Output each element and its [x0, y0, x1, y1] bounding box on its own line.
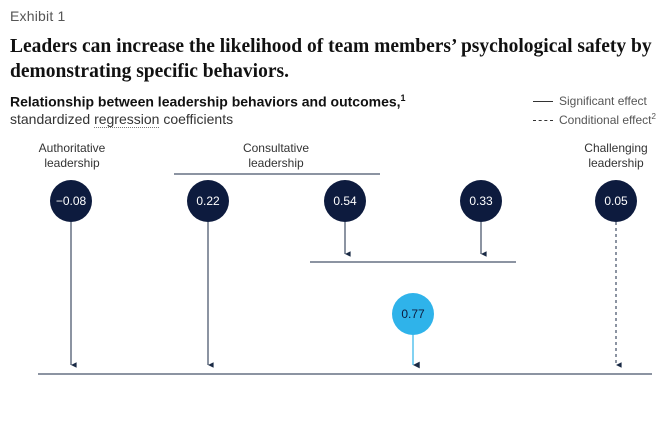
node-consultative-c: 0.33	[460, 180, 502, 222]
node-challenging-circle	[595, 180, 637, 222]
subtitle-footnote-marker: 1	[400, 93, 406, 103]
node-challenging-value: 0.05	[604, 194, 628, 208]
legend-conditional-label: Conditional effect	[559, 113, 652, 127]
units-prefix: standardized	[10, 111, 95, 127]
node-outcome: 0.77	[392, 293, 434, 335]
legend-significant-label: Significant effect	[559, 94, 647, 108]
node-consultative-b-value: 0.54	[333, 194, 357, 208]
headline: Leaders can increase the likelihood of t…	[10, 36, 652, 82]
node-challenging: 0.05	[595, 180, 637, 222]
chart-subtitle: Relationship between leadership behavior…	[10, 93, 406, 110]
legend-footnote-marker: 2	[651, 112, 656, 121]
legend-conditional: Conditional effect2	[533, 112, 656, 127]
legend-significant: Significant effect	[533, 94, 647, 108]
node-outcome-value: 0.77	[401, 307, 425, 321]
group-label-authoritative: Authoritative leadership	[38, 141, 106, 170]
node-authoritative-circle	[50, 180, 92, 222]
group-label-consultative: Consultative leadership	[242, 141, 310, 170]
chart-units: standardized regression coefficients	[10, 111, 234, 128]
subtitle-text: Relationship between leadership behavior…	[10, 93, 401, 110]
node-outcome-circle	[392, 293, 434, 335]
solid-line-swatch	[533, 101, 553, 103]
node-consultative-a: 0.22	[187, 180, 229, 222]
dashed-line-swatch	[533, 120, 553, 122]
node-consultative-b: 0.54	[324, 180, 366, 222]
group-label-challenging: Challenging leadership	[584, 141, 648, 170]
exhibit-label: Exhibit 1	[10, 8, 66, 24]
node-consultative-c-value: 0.33	[469, 194, 493, 208]
node-consultative-a-value: 0.22	[196, 194, 220, 208]
node-consultative-c-circle	[460, 180, 502, 222]
node-authoritative: −0.08	[50, 180, 92, 222]
units-dotted-term: regression	[94, 111, 160, 128]
node-authoritative-value: −0.08	[56, 194, 87, 208]
units-suffix: coefficients	[159, 111, 234, 127]
node-consultative-a-circle	[187, 180, 229, 222]
node-consultative-b-circle	[324, 180, 366, 222]
